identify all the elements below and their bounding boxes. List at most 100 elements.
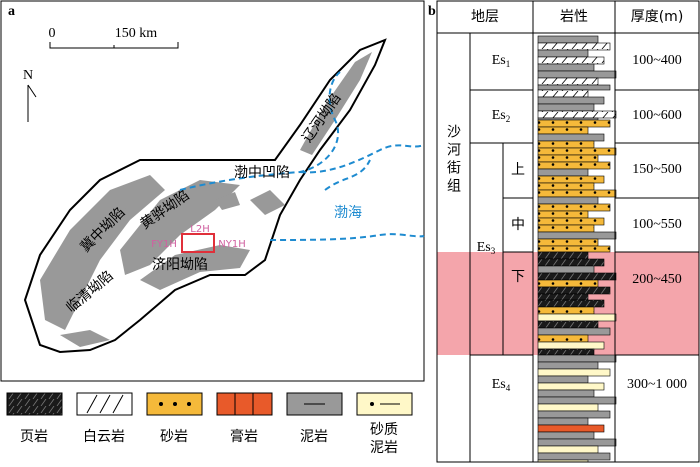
litho-layer xyxy=(537,368,611,377)
litho-layer xyxy=(537,424,605,433)
header: 岩性 xyxy=(560,9,588,25)
litho-layer xyxy=(537,272,617,281)
litho-layer xyxy=(537,224,595,233)
formation-text: 沙河街组 xyxy=(445,124,461,196)
region-label: 济阳坳陷 xyxy=(152,257,208,273)
panel-label: b xyxy=(428,4,436,19)
litho-layer xyxy=(537,403,599,412)
panel-label: a xyxy=(8,4,15,19)
litho-layer xyxy=(537,77,599,86)
thickness: 100~550 xyxy=(632,217,682,232)
litho-layer xyxy=(537,217,605,226)
legend xyxy=(6,392,413,416)
litho-layer xyxy=(537,348,595,356)
substage: 上 xyxy=(511,162,525,178)
litho-layer xyxy=(537,361,599,370)
litho-layer xyxy=(537,84,611,91)
litho-layer xyxy=(537,35,599,44)
litho-layer xyxy=(537,147,617,156)
legend-label: 泥岩 xyxy=(300,429,328,445)
litho-layer xyxy=(537,313,617,322)
litho-layer xyxy=(537,438,617,447)
legend-label: 砂岩 xyxy=(160,429,188,445)
stratum-name: Es3 xyxy=(477,240,496,256)
litho-layer xyxy=(537,354,617,363)
litho-layer xyxy=(537,89,589,98)
litho-layer xyxy=(537,96,605,105)
litho-layer xyxy=(537,389,595,398)
litho-layer xyxy=(537,382,605,391)
lithology-column xyxy=(537,35,617,463)
legend-label: 页岩 xyxy=(20,429,48,445)
scale-bar xyxy=(49,42,179,49)
well-label: L2H xyxy=(190,224,209,235)
table-lines xyxy=(436,0,700,463)
header: 地层 xyxy=(471,9,499,25)
litho-layer xyxy=(537,327,611,336)
thickness: 100~600 xyxy=(632,108,682,123)
litho-layer xyxy=(537,56,605,65)
litho-layer xyxy=(537,182,595,191)
thickness: 150~500 xyxy=(632,162,682,177)
substage: 下 xyxy=(511,269,525,285)
substage: 中 xyxy=(511,217,525,233)
stratum-name: Es2 xyxy=(492,108,511,124)
litho-layer xyxy=(537,299,605,308)
litho-layer xyxy=(537,117,599,121)
litho-layer xyxy=(537,452,611,461)
litho-layer xyxy=(537,334,589,343)
stratum-name: Es4 xyxy=(492,377,511,393)
litho-layer xyxy=(537,210,589,219)
litho-layer xyxy=(537,168,589,177)
region-label: 渤中凹陷 xyxy=(234,165,290,181)
litho-layer xyxy=(537,154,599,163)
legend-label: 砂质 xyxy=(370,422,398,438)
litho-layer xyxy=(537,196,599,205)
litho-layer xyxy=(537,70,617,79)
thickness: 300~1 000 xyxy=(627,377,687,392)
litho-layer xyxy=(537,103,595,112)
well-label: FY1H xyxy=(151,239,177,250)
litho-layer xyxy=(537,119,611,128)
litho-layer xyxy=(537,63,595,72)
thickness: 100~400 xyxy=(632,53,682,68)
litho-layer xyxy=(537,203,611,212)
litho-layer xyxy=(537,306,595,315)
legend-label: 白云岩 xyxy=(83,429,125,445)
litho-layer xyxy=(537,49,589,58)
litho-layer xyxy=(537,293,589,301)
legend-label: 膏岩 xyxy=(230,428,258,445)
litho-layer xyxy=(537,279,599,288)
litho-layer xyxy=(537,396,617,405)
litho-layer xyxy=(537,320,599,329)
litho-layer xyxy=(537,126,589,135)
litho-layer xyxy=(537,238,599,247)
litho-layer xyxy=(537,410,611,419)
litho-layer xyxy=(537,375,589,384)
litho-layer xyxy=(537,445,599,454)
depressions xyxy=(40,52,372,347)
litho-layer xyxy=(537,110,617,119)
litho-layer xyxy=(537,265,595,274)
litho-layer xyxy=(537,431,595,440)
legend-label: 泥岩 xyxy=(370,440,398,456)
litho-layer xyxy=(537,231,617,240)
litho-layer xyxy=(537,251,589,260)
litho-layer xyxy=(537,286,611,295)
litho-layer xyxy=(537,42,611,51)
stratum-name: Es1 xyxy=(492,53,511,69)
formation-label: 沙河街组 xyxy=(445,124,461,196)
scale-end: 150 km xyxy=(115,26,158,41)
coastline xyxy=(179,71,425,241)
study-area xyxy=(181,233,215,253)
thickness: 200~450 xyxy=(632,272,682,287)
well-label: NY1H xyxy=(218,239,245,250)
litho-layer xyxy=(537,245,611,253)
litho-layer xyxy=(537,341,605,350)
header: 厚度(m) xyxy=(631,9,684,25)
litho-layer xyxy=(537,417,589,426)
litho-layer xyxy=(537,133,605,142)
region-label: 渤海 xyxy=(334,205,362,221)
litho-layer xyxy=(537,140,595,149)
